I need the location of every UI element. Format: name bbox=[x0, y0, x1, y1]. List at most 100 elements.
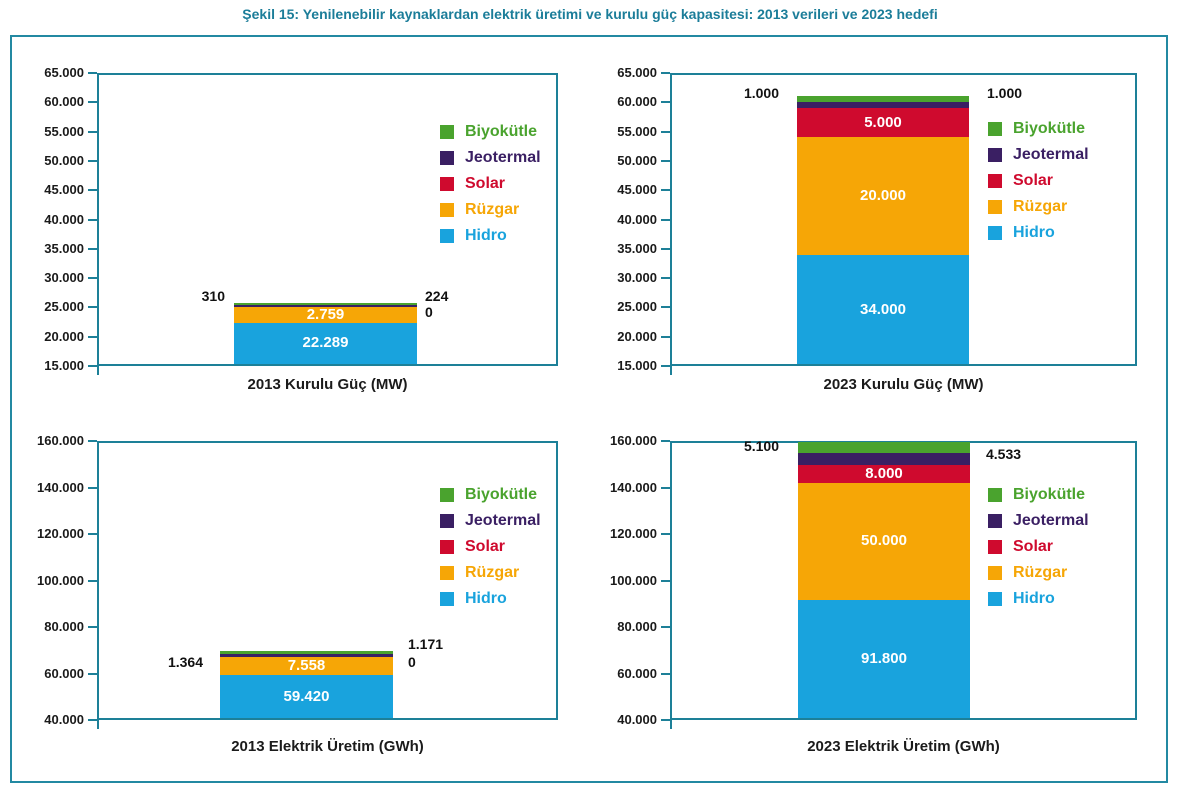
y-axis-tick-mark bbox=[661, 277, 670, 280]
y-axis-tick-label: 60.000 bbox=[617, 665, 657, 681]
jeotermal-swatch-icon bbox=[988, 514, 1002, 528]
y-axis-tick-label: 40.000 bbox=[44, 211, 84, 227]
legend-item-solar: Solar bbox=[988, 173, 1089, 189]
annotation-right: 4.533 bbox=[986, 445, 1021, 463]
legend-item-ruzgar: Rüzgar bbox=[440, 202, 541, 218]
annotation-right-line: 0 bbox=[408, 654, 416, 671]
biyokutle-swatch-icon bbox=[988, 488, 1002, 502]
y-axis-tick-label: 55.000 bbox=[44, 123, 84, 139]
bar-segment-ruzgar: 2.759 bbox=[234, 306, 417, 324]
y-axis-tick-label: 50.000 bbox=[44, 152, 84, 168]
legend-label: Hidro bbox=[465, 227, 507, 244]
bar-segment-biyokutle bbox=[797, 96, 969, 103]
y-axis-tick-mark bbox=[88, 247, 97, 250]
y-axis-tick-mark bbox=[88, 101, 97, 104]
bar-segment-solar: 5.000 bbox=[797, 108, 969, 138]
legend-label: Solar bbox=[1013, 538, 1054, 555]
annotation-right: 1.000 bbox=[987, 85, 1022, 101]
bar-value-label: 20.000 bbox=[860, 187, 906, 205]
bar-segment-hidro: 59.420 bbox=[220, 674, 393, 718]
legend-label: Rüzgar bbox=[1013, 198, 1068, 215]
legend-label: Jeotermal bbox=[1013, 146, 1089, 163]
y-axis-tick-mark bbox=[661, 159, 670, 162]
legend-item-solar: Solar bbox=[440, 539, 541, 555]
legend-label: Biyokütle bbox=[1013, 120, 1086, 137]
legend-item-hidro: Hidro bbox=[988, 591, 1089, 607]
y-axis-tick-mark bbox=[88, 672, 97, 675]
annotation-right-line: 1.171 bbox=[408, 636, 444, 653]
y-axis-tick-label: 60.000 bbox=[44, 94, 84, 110]
y-axis-tick-label: 80.000 bbox=[617, 619, 657, 634]
bar-value-label: 2.759 bbox=[306, 306, 345, 324]
y-axis-tick-label: 60.000 bbox=[617, 94, 657, 110]
bar-segment-jeotermal bbox=[220, 654, 393, 658]
legend-item-ruzgar: Rüzgar bbox=[988, 565, 1089, 581]
y-axis-tick-label: 30.000 bbox=[617, 270, 657, 286]
bar-segment-biyokutle bbox=[234, 303, 417, 306]
annotation-right-line: 1.000 bbox=[987, 85, 1023, 102]
bar-segment-hidro: 91.800 bbox=[798, 599, 970, 718]
legend-label: Rüzgar bbox=[465, 201, 520, 218]
y-axis-extension bbox=[97, 720, 99, 729]
y-axis-tick-mark bbox=[88, 277, 97, 280]
legend-item-biyokutle: Biyokütle bbox=[440, 487, 541, 503]
y-axis-tick-label: 20.000 bbox=[44, 328, 84, 344]
legend: Biyokütle Jeotermal Solar Rüzgar Hidro bbox=[440, 487, 541, 617]
y-axis-tick-label: 55.000 bbox=[617, 123, 657, 139]
bar-segment-hidro: 34.000 bbox=[797, 254, 969, 364]
bar-segment-biyokutle bbox=[798, 442, 970, 453]
annotation-right: 224 0 bbox=[425, 288, 448, 320]
hidro-swatch-icon bbox=[988, 592, 1002, 606]
y-axis-tick-label: 120.000 bbox=[610, 526, 657, 541]
y-axis-tick-mark bbox=[661, 306, 670, 309]
legend-item-ruzgar: Rüzgar bbox=[988, 199, 1089, 215]
y-axis-tick-mark bbox=[661, 101, 670, 104]
bar-segment-jeotermal bbox=[797, 102, 969, 109]
y-axis-tick-mark bbox=[661, 719, 670, 721]
y-axis-tick-label: 160.000 bbox=[37, 433, 84, 448]
y-axis-tick-mark bbox=[88, 72, 97, 74]
y-axis-extension bbox=[670, 720, 672, 729]
y-axis-tick-label: 45.000 bbox=[44, 182, 84, 198]
figure-title: Şekil 15: Yenilenebilir kaynaklardan ele… bbox=[242, 6, 938, 22]
hidro-swatch-icon bbox=[988, 226, 1002, 240]
annotation-right-line: 224 bbox=[425, 288, 449, 305]
biyokutle-swatch-icon bbox=[440, 125, 454, 139]
legend-label: Biyokütle bbox=[465, 486, 538, 503]
bar-value-label: 50.000 bbox=[861, 532, 907, 550]
legend: Biyokütle Jeotermal Solar Rüzgar Hidro bbox=[440, 124, 541, 254]
y-axis-tick-label: 60.000 bbox=[44, 665, 84, 681]
y-axis-extension bbox=[97, 366, 99, 375]
bar-segment-jeotermal bbox=[798, 452, 970, 465]
solar-swatch-icon bbox=[988, 174, 1002, 188]
y-axis-tick-label: 25.000 bbox=[44, 299, 84, 315]
x-axis-title-2013-kurulu-guc-mw: 2013 Kurulu Güç (MW) bbox=[247, 376, 408, 393]
y-axis-tick-label: 140.000 bbox=[610, 479, 657, 495]
bar-value-label: 5.000 bbox=[864, 114, 902, 132]
y-axis-tick-mark bbox=[661, 335, 670, 338]
legend-item-biyokutle: Biyokütle bbox=[440, 124, 541, 140]
bar-segment-biyokutle bbox=[220, 651, 393, 655]
legend-item-hidro: Hidro bbox=[988, 225, 1089, 241]
y-axis-tick-mark bbox=[88, 440, 97, 442]
legend-label: Biyokütle bbox=[1013, 486, 1086, 503]
y-axis-tick-mark bbox=[661, 247, 670, 250]
legend-label: Rüzgar bbox=[465, 564, 520, 581]
y-axis-tick-mark bbox=[88, 159, 97, 162]
bar-value-label: 8.000 bbox=[865, 464, 903, 482]
y-axis-tick-mark bbox=[661, 533, 670, 535]
y-axis-tick-label: 120.000 bbox=[37, 526, 84, 541]
biyokutle-swatch-icon bbox=[988, 122, 1002, 136]
y-axis-tick-mark bbox=[661, 72, 670, 74]
y-axis-tick-label: 20.000 bbox=[617, 328, 657, 344]
x-axis-title-2013-elektrik-uretim-gwh: 2013 Elektrik Üretim (GWh) bbox=[231, 738, 424, 755]
biyokutle-swatch-icon bbox=[440, 488, 454, 502]
y-axis-tick-label: 45.000 bbox=[617, 182, 657, 198]
solar-swatch-icon bbox=[440, 177, 454, 191]
x-axis-title-2023-elektrik-uretim-gwh: 2023 Elektrik Üretim (GWh) bbox=[807, 738, 1000, 755]
y-axis-tick-label: 40.000 bbox=[617, 211, 657, 227]
y-axis-tick-label: 35.000 bbox=[617, 240, 657, 256]
legend-label: Solar bbox=[465, 538, 506, 555]
annotation-left: 5.100 bbox=[743, 438, 779, 455]
y-axis-tick-mark bbox=[88, 130, 97, 133]
